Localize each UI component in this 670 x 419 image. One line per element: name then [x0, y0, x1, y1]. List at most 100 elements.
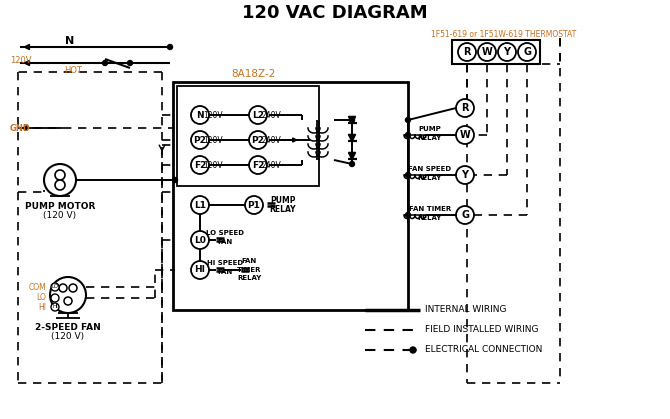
Circle shape [498, 43, 516, 61]
Text: RELAY: RELAY [237, 275, 261, 281]
Text: LO: LO [52, 285, 58, 290]
Circle shape [50, 277, 86, 313]
Circle shape [456, 206, 474, 224]
Text: FAN TIMER: FAN TIMER [409, 206, 451, 212]
Circle shape [191, 261, 209, 279]
Text: RELAY: RELAY [418, 215, 442, 221]
Text: G: G [461, 210, 469, 220]
Bar [173, 82, 408, 310]
Text: HI SPEED: HI SPEED [207, 260, 243, 266]
Circle shape [405, 117, 411, 122]
Text: RELAY: RELAY [418, 175, 442, 181]
Text: 240V: 240V [261, 111, 281, 119]
Text: P1: P1 [247, 201, 261, 210]
Circle shape [350, 161, 354, 166]
Circle shape [410, 347, 416, 353]
Circle shape [405, 132, 411, 137]
Circle shape [191, 196, 209, 214]
Circle shape [69, 284, 77, 292]
Text: FAN: FAN [241, 258, 257, 264]
Bar [452, 40, 540, 64]
Circle shape [64, 297, 72, 305]
Text: 120V: 120V [203, 135, 223, 145]
Text: 120V: 120V [10, 55, 31, 65]
Text: COM: COM [28, 282, 46, 292]
Circle shape [245, 196, 263, 214]
Text: G: G [523, 47, 531, 57]
Circle shape [55, 170, 65, 180]
Circle shape [478, 43, 496, 61]
Text: HI: HI [52, 305, 58, 310]
Text: N: N [196, 111, 204, 119]
Circle shape [172, 178, 178, 183]
Text: F2: F2 [252, 160, 264, 170]
Text: L2: L2 [252, 111, 264, 119]
Text: ELECTRICAL CONNECTION: ELECTRICAL CONNECTION [425, 346, 543, 354]
Text: PUMP MOTOR: PUMP MOTOR [25, 202, 95, 210]
Circle shape [44, 164, 76, 196]
Bar [177, 86, 319, 186]
Text: 240V: 240V [261, 135, 281, 145]
Text: RELAY: RELAY [270, 204, 296, 214]
Circle shape [191, 231, 209, 249]
Text: Y: Y [503, 47, 511, 57]
Text: R: R [463, 47, 471, 57]
Text: R: R [461, 103, 469, 113]
Circle shape [405, 212, 411, 217]
Text: (120 V): (120 V) [44, 210, 76, 220]
Circle shape [191, 156, 209, 174]
Circle shape [350, 117, 354, 122]
Circle shape [456, 126, 474, 144]
Circle shape [51, 283, 59, 291]
Text: HI: HI [38, 303, 46, 311]
Circle shape [518, 43, 536, 61]
Circle shape [59, 284, 67, 292]
Circle shape [55, 180, 65, 190]
Polygon shape [348, 116, 356, 124]
Text: INTERNAL WIRING: INTERNAL WIRING [425, 305, 507, 315]
Text: 120V: 120V [203, 160, 223, 170]
Circle shape [103, 60, 107, 65]
Text: LO: LO [36, 293, 46, 303]
Polygon shape [348, 153, 356, 160]
Text: HI: HI [194, 266, 206, 274]
Circle shape [249, 131, 267, 149]
Text: W: W [460, 130, 470, 140]
Circle shape [458, 43, 476, 61]
Text: GND: GND [10, 124, 31, 132]
Text: N: N [66, 36, 74, 46]
Polygon shape [348, 134, 356, 142]
Text: 2-SPEED FAN: 2-SPEED FAN [35, 323, 101, 331]
Text: LO SPEED: LO SPEED [206, 230, 244, 236]
Circle shape [127, 60, 133, 65]
Text: F2: F2 [194, 160, 206, 170]
Text: PUMP: PUMP [270, 196, 295, 204]
Text: 120 VAC DIAGRAM: 120 VAC DIAGRAM [242, 4, 428, 22]
Circle shape [168, 44, 172, 49]
Text: L0: L0 [194, 235, 206, 245]
Text: (120 V): (120 V) [52, 331, 84, 341]
Text: FIELD INSTALLED WIRING: FIELD INSTALLED WIRING [425, 326, 539, 334]
Circle shape [249, 106, 267, 124]
Text: 1F51-619 or 1F51W-619 THERMOSTAT: 1F51-619 or 1F51W-619 THERMOSTAT [431, 29, 577, 39]
Text: 120V: 120V [203, 111, 223, 119]
Circle shape [191, 131, 209, 149]
Text: FAN: FAN [217, 239, 232, 245]
Text: P2: P2 [251, 135, 265, 145]
Text: 8A18Z-2: 8A18Z-2 [230, 69, 275, 79]
Text: FAN: FAN [217, 269, 232, 275]
Text: PUMP: PUMP [419, 126, 442, 132]
Circle shape [456, 99, 474, 117]
Circle shape [249, 156, 267, 174]
Text: Y: Y [462, 170, 468, 180]
Text: TIMER: TIMER [237, 267, 261, 273]
Circle shape [191, 106, 209, 124]
Text: HOT: HOT [64, 65, 82, 75]
Text: P2: P2 [194, 135, 206, 145]
Text: 240V: 240V [261, 160, 281, 170]
Circle shape [51, 294, 59, 302]
Circle shape [405, 173, 411, 178]
Text: FAN SPEED: FAN SPEED [409, 166, 452, 172]
Circle shape [51, 303, 59, 311]
Text: L1: L1 [194, 201, 206, 210]
